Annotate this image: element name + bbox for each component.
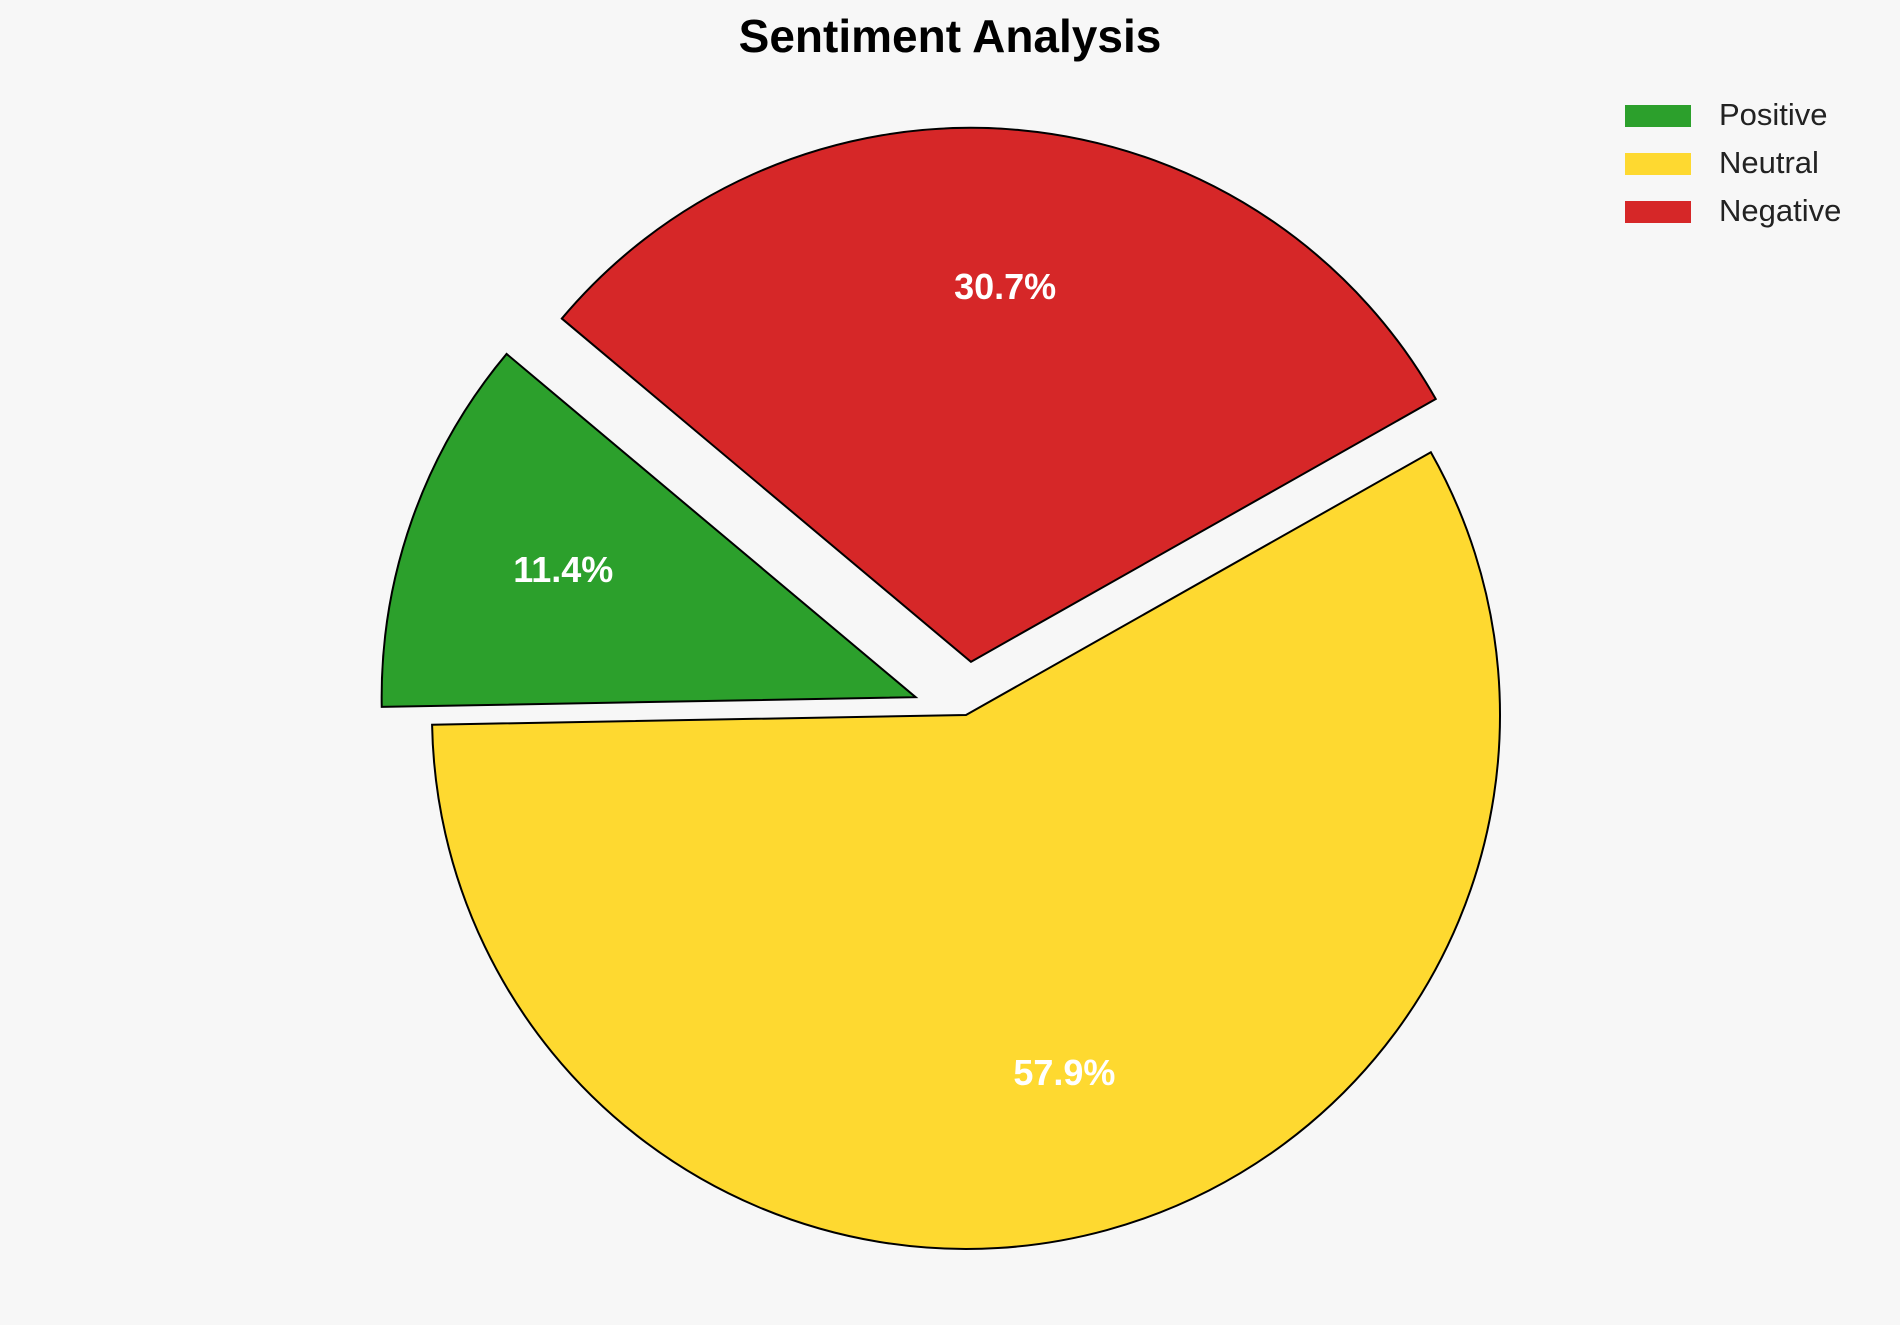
legend-swatch bbox=[1625, 153, 1691, 175]
slice-label: 57.9% bbox=[1013, 1052, 1115, 1093]
pie-slice bbox=[380, 352, 919, 708]
pie-slice bbox=[560, 126, 1438, 664]
chart-title: Sentiment Analysis bbox=[739, 10, 1162, 62]
legend-swatch bbox=[1625, 105, 1691, 127]
slice-label: 11.4% bbox=[513, 549, 613, 590]
pie-slice bbox=[431, 450, 1501, 1250]
slice-label: 30.7% bbox=[954, 266, 1056, 307]
legend-label: Negative bbox=[1719, 193, 1841, 228]
legend-swatch bbox=[1625, 201, 1691, 223]
legend-label: Positive bbox=[1719, 97, 1828, 132]
legend-label: Neutral bbox=[1719, 145, 1819, 180]
